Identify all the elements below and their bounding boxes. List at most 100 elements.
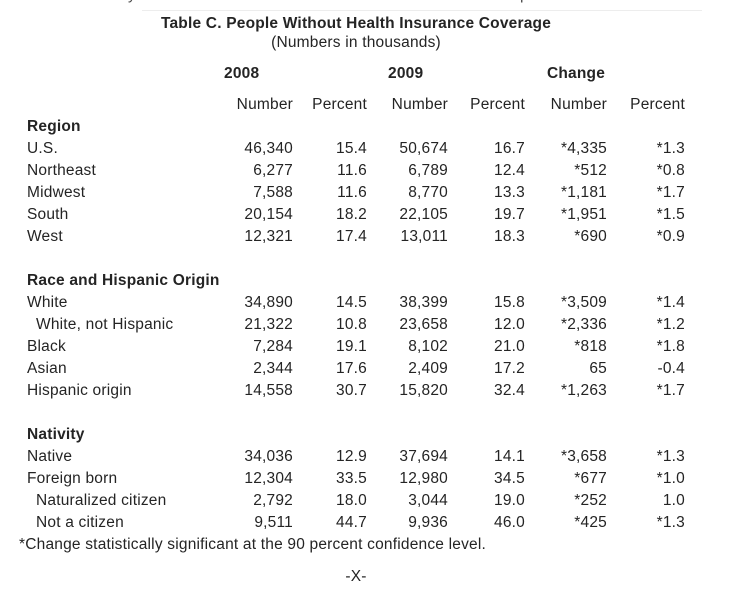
cell-value: 18.2 [336,206,367,223]
cell-value: 46.0 [494,514,525,531]
section-spacer [27,248,685,270]
empty-cell [293,116,367,138]
cell-value: 34,890 [244,294,293,311]
cell-value: 18.0 [336,492,367,509]
row-label: White, not Hispanic [36,316,174,333]
row-label: Hispanic origin [27,382,132,399]
cell-value: *690 [574,228,607,245]
clipped-glyph: p [520,0,529,2]
cell-value: 37,694 [399,448,448,465]
cell-value: *1,263 [560,382,607,399]
row-label: Midwest [27,184,86,201]
cell-value: 2,792 [253,492,293,509]
table-row: Asian 2,344 17.6 2,409 17.2 65 -0.4 [27,358,685,380]
cell-value: *0.9 [656,228,685,245]
empty-cell [367,270,448,292]
cell-value: 22,105 [399,206,448,223]
row-label: West [27,228,63,245]
cell-value: 17.4 [336,228,367,245]
cell-value: 50,674 [399,140,448,157]
table-row: White 34,890 14.5 38,399 15.8 *3,509 *1.4 [27,292,685,314]
cell-value: *252 [574,492,607,509]
section-heading: Nativity [27,426,85,443]
cell-value: 14.5 [336,294,367,311]
cell-value: 19.7 [494,206,525,223]
footnote: *Change statistically significant at the… [19,536,487,553]
cell-value: *1.2 [656,316,685,333]
table-row: Not a citizen 9,511 44.7 9,936 46.0 *425 *1.3 [27,512,685,534]
column-header: Percent [470,96,525,113]
row-label: Not a citizen [36,514,124,531]
empty-cell [525,270,607,292]
table-subtitle: (Numbers in thousands) [271,34,441,51]
cell-value: 30.7 [336,382,367,399]
empty-cell [607,424,685,446]
year-group-label-change: Change [547,65,606,82]
cell-value: *512 [574,162,607,179]
table-title: Table C. People Without Health Insurance… [160,15,552,32]
table-row: Hispanic origin 14,558 30.7 15,820 32.4 *1,26… [27,380,685,402]
cell-value: 12.0 [494,316,525,333]
table-row: Foreign born 12,304 33.5 12,980 34.5 *677 *1.0 [27,468,685,490]
empty-cell [525,424,607,446]
table-row: White, not Hispanic 21,322 10.8 23,658 12.0 *… [27,314,685,336]
cell-value: *4,335 [560,140,607,157]
cell-value: 12,304 [244,470,293,487]
clipped-text-fragment: y p [27,0,751,12]
row-label: Asian [27,360,67,377]
cell-value: 11.6 [337,184,367,201]
cell-value: 11.6 [337,162,367,179]
row-label: Native [27,448,73,465]
cell-value: *1.3 [656,514,685,531]
row-label: U.S. [27,140,58,157]
cell-value: *1.7 [656,382,685,399]
empty-cell [215,424,293,446]
column-header: Percent [312,96,367,113]
cell-value: 17.2 [494,360,525,377]
empty-cell [525,116,607,138]
cell-value: 34.5 [494,470,525,487]
cell-value: *1.8 [656,338,685,355]
empty-cell [215,116,293,138]
cell-value: *425 [574,514,607,531]
table-row: Northeast 6,277 11.6 6,789 12.4 *512 *0.8 [27,160,685,182]
cell-value: *677 [574,470,607,487]
cell-value: 9,511 [254,514,293,531]
page-marker: -X- [345,568,367,585]
table-row: U.S. 46,340 15.4 50,674 16.7 *4,335 *1.3 [27,138,685,160]
cell-value: 9,936 [408,514,448,531]
cell-value: 12.9 [336,448,367,465]
year-group-header-row: 2008 2009 Change [27,63,685,85]
row-label: South [27,206,69,223]
cell-value: *1,181 [560,184,607,201]
cell-value: *1.0 [656,470,685,487]
cell-value: *3,509 [560,294,607,311]
cell-value: 18.3 [494,228,525,245]
empty-cell [607,116,685,138]
cell-value: 6,277 [253,162,293,179]
empty-cell [367,424,448,446]
scan-artifact-line [142,10,702,11]
cell-value: 12,980 [399,470,448,487]
row-label: Black [27,338,66,355]
cell-value: 2,344 [253,360,293,377]
cell-value: 21.0 [494,338,525,355]
section-heading-row: Region [27,116,685,138]
cell-value: 19.0 [494,492,525,509]
cell-value: 6,789 [408,162,448,179]
table-row: Midwest 7,588 11.6 8,770 13.3 *1,181 *1.7 [27,182,685,204]
cell-value: 12.4 [494,162,525,179]
cell-value: 15.8 [494,294,525,311]
cell-value: 3,044 [408,492,448,509]
table-row: West 12,321 17.4 13,011 18.3 *690 *0.9 [27,226,685,248]
cell-value: *1.4 [656,294,685,311]
cell-value: 38,399 [399,294,448,311]
cell-value: 14,558 [244,382,293,399]
empty-cell [293,270,367,292]
cell-value: 14.1 [494,448,525,465]
year-group-label-2008: 2008 [224,65,260,82]
cell-value: *2,336 [560,316,607,333]
cell-value: *1.7 [656,184,685,201]
cell-value: 46,340 [244,140,293,157]
empty-cell [215,270,293,292]
